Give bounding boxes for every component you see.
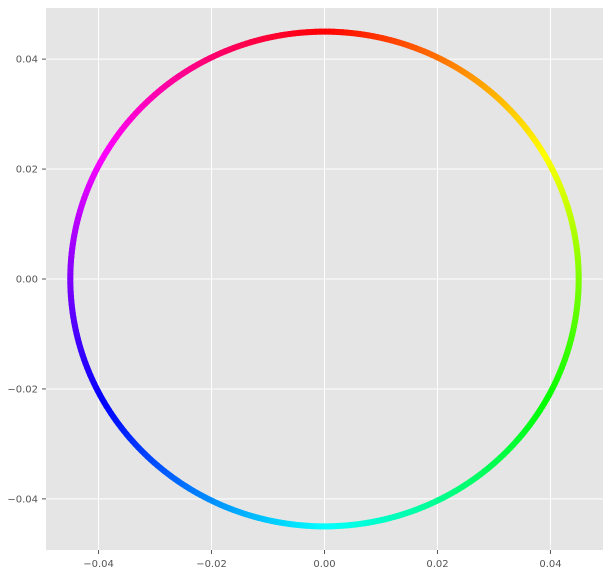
y-tick-label: −0.04 (7, 494, 38, 505)
x-tick-label: 0.00 (313, 559, 335, 570)
y-tick-label: −0.02 (7, 384, 38, 395)
hsv-circle (67, 28, 582, 530)
y-tick-label: 0.00 (16, 275, 38, 286)
x-tick-label: −0.04 (83, 559, 114, 570)
y-tick-labels: −0.04 −0.02 0.00 0.02 0.04 (7, 55, 38, 506)
x-tick-marks (98, 550, 551, 554)
x-tick-labels: −0.04 −0.02 0.00 0.02 0.04 (83, 559, 561, 570)
y-tick-label: 0.02 (16, 165, 38, 176)
x-tick-label: −0.02 (196, 559, 227, 570)
x-tick-label: 0.02 (426, 559, 448, 570)
y-grid-lines (46, 58, 603, 500)
x-tick-label: 0.04 (539, 559, 561, 570)
y-tick-label: 0.04 (16, 55, 38, 66)
y-tick-marks (42, 58, 46, 500)
